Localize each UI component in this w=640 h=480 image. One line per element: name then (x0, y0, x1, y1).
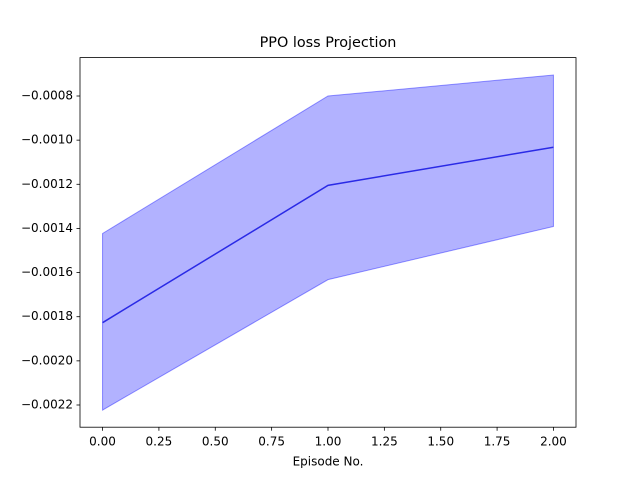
x-axis-label: Episode No. (293, 455, 364, 469)
y-tick-label: −0.0018 (21, 309, 73, 323)
line (102, 146, 554, 324)
y-tick-label: −0.0008 (21, 89, 73, 103)
band (102, 74, 554, 411)
x-tick-label: 0.75 (258, 435, 285, 449)
x-tick-label: 1.50 (427, 435, 454, 449)
x-tick-label: 0.00 (89, 435, 116, 449)
y-tick-label: −0.0022 (21, 397, 73, 411)
y-tick-label: −0.0010 (21, 133, 73, 147)
x-tick-label: 2.00 (540, 435, 567, 449)
y-axis-label: PPO loss (0, 217, 1, 268)
x-tick-label: 1.75 (484, 435, 511, 449)
x-tick-label: 0.50 (202, 435, 229, 449)
y-tick-label: −0.0016 (21, 265, 73, 279)
x-tick-label: 0.25 (146, 435, 173, 449)
chart-title: PPO loss Projection (260, 35, 397, 51)
y-tick-label: −0.0014 (21, 221, 73, 235)
x-tick-label: 1.25 (371, 435, 398, 449)
y-tick-label: −0.0020 (21, 353, 73, 367)
y-tick-label: −0.0012 (21, 177, 73, 191)
x-tick-label: 1.00 (315, 435, 342, 449)
